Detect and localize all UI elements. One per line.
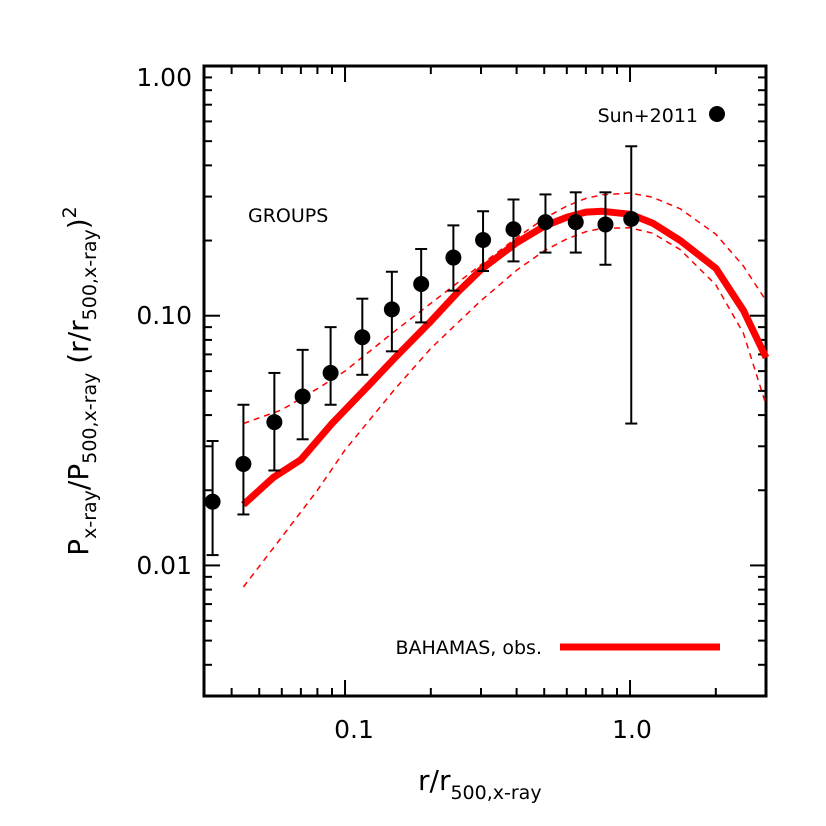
bahamas-upper-dashed-line [243,192,767,425]
data-point [235,455,252,472]
x-axis-label-sub: 500,x-ray [450,782,541,804]
data-point [354,329,371,346]
y-axis-label: Px-ray/P500,x-ray (r/r500,x-ray)2 [59,206,101,556]
y-label-s3: 500,x-ray [79,229,101,320]
x-tick-label-0.1: 0.1 [334,715,374,744]
y-tick-label-0.01: 0.01 [136,551,192,580]
x-axis-label: r/r500,x-ray [418,764,542,804]
data-point [322,364,339,381]
data-point [413,275,430,292]
x-axis-label-main: r/r [418,764,451,797]
point-group [204,210,640,510]
legend-sun2011-marker [709,106,725,122]
y-label-s2: 500,x-ray [79,373,101,464]
data-point [266,414,283,431]
data-point [623,210,640,227]
y-label-p2: /P [62,464,95,490]
data-point [445,249,462,266]
plot-frame [202,64,768,698]
data-point [537,214,554,231]
data-point [567,214,584,231]
y-label-p3: (r/r [62,320,95,373]
groups-annotation: GROUPS [248,205,328,227]
axis-ticks [204,65,767,697]
y-label-sup: 2 [59,206,81,218]
legend-sun2011-label: Sun+2011 [598,105,698,127]
y-tick-label-1.00: 1.00 [136,63,192,92]
bahamas-line-group [241,207,770,508]
legend-bahamas-label: BAHAMAS, obs. [396,637,542,659]
data-point [204,493,221,510]
bahamas-obs-line [241,207,770,508]
data-point [383,301,400,318]
data-point [294,388,311,405]
dashed-band [242,192,767,588]
data-point [597,216,614,233]
y-label-s1: x-ray [79,490,101,539]
data-point [505,221,522,238]
data-point [475,232,492,249]
y-label-p1: P [62,539,95,556]
y-tick-label-0.10: 0.10 [136,301,192,330]
y-label-p4: ) [62,218,95,229]
x-tick-label-1.0: 1.0 [612,715,652,744]
bahamas-lower-dashed-line [242,227,767,588]
